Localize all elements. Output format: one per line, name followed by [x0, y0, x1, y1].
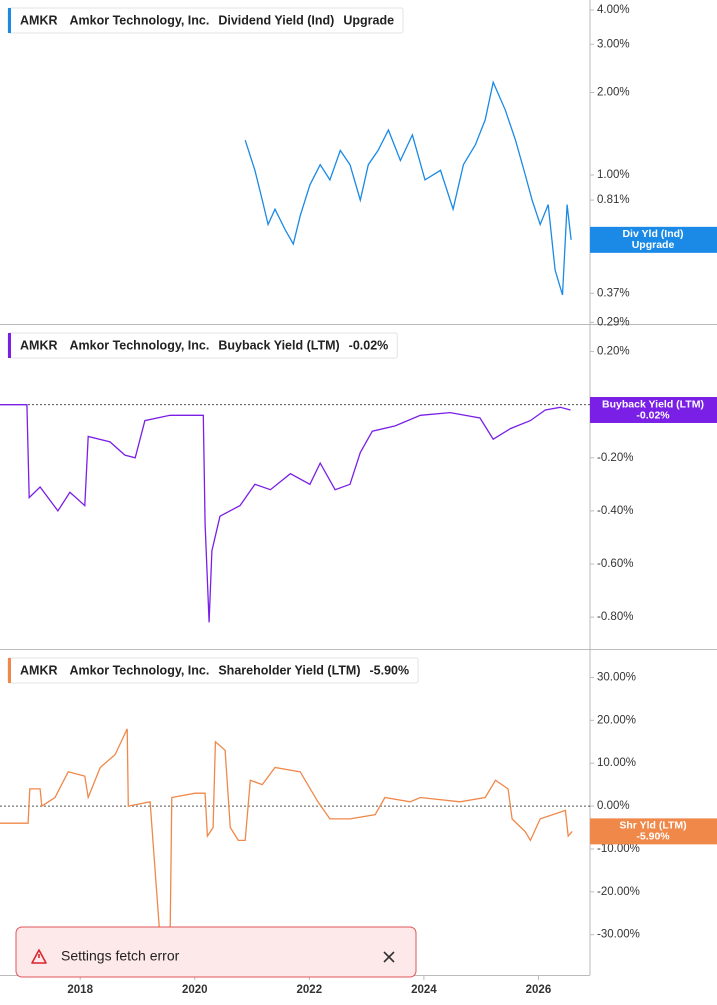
series-line: [0, 404, 571, 623]
y-tick-label: 0.37%: [597, 287, 630, 299]
y-tick-label: 0.20%: [597, 346, 630, 358]
toast: Settings fetch error: [15, 926, 417, 978]
badge-value: Upgrade: [632, 239, 675, 251]
header-metric-value: -5.90%: [370, 663, 410, 677]
plot-layer: 4.00%3.00%2.00%1.00%0.81%0.37%0.29%AMKR A…: [0, 4, 717, 996]
badge-value: -5.90%: [636, 831, 670, 843]
x-tick-label: 2024: [411, 984, 437, 996]
badge-value: -0.02%: [636, 409, 670, 421]
badge-label: Shr Yld (LTM): [619, 820, 686, 832]
header-company: Amkor Technology, Inc.: [70, 338, 210, 352]
y-tick-label: 1.00%: [597, 169, 630, 181]
y-tick-label: -0.20%: [597, 452, 633, 464]
header-company: Amkor Technology, Inc.: [70, 663, 210, 677]
y-tick-label: -0.40%: [597, 505, 633, 517]
y-tick-label: -0.60%: [597, 558, 633, 570]
header-metric-value: -0.02%: [349, 338, 389, 352]
toast-message: Settings fetch error: [61, 948, 180, 964]
header-accent: [8, 658, 11, 683]
panel-header: AMKR Amkor Technology, Inc. Shareholder Yi…: [7, 657, 419, 684]
header-metric: Dividend Yield (Ind): [218, 13, 334, 27]
header-ticker: AMKR: [20, 13, 58, 27]
x-tick-label: 2022: [297, 984, 323, 996]
last-value-badge: [590, 396, 717, 423]
toast-box: [15, 926, 417, 978]
header-metric: Buyback Yield (LTM): [218, 338, 339, 352]
y-tick-label: 2.00%: [597, 87, 630, 99]
series-line: [0, 728, 573, 936]
y-tick-label: 3.00%: [597, 38, 630, 50]
y-tick-label: 0.29%: [597, 316, 630, 328]
last-value-badge: [590, 226, 717, 253]
x-tick-label: 2026: [526, 984, 552, 996]
badge-label: Buyback Yield (LTM): [602, 398, 704, 410]
panel-header: AMKR Amkor Technology, Inc. Dividend Yield…: [7, 7, 404, 34]
badge-label: Div Yld (Ind): [622, 228, 683, 240]
close-button[interactable]: [383, 951, 395, 963]
y-tick-label: 0.81%: [597, 194, 630, 206]
y-tick-label: -10.00%: [597, 843, 640, 855]
y-tick-label: -30.00%: [597, 929, 640, 941]
header-ticker: AMKR: [20, 663, 58, 677]
y-tick-label: 10.00%: [597, 757, 636, 769]
header-ticker: AMKR: [20, 338, 58, 352]
header-company: Amkor Technology, Inc.: [70, 13, 210, 27]
panel-header: AMKR Amkor Technology, Inc. Buyback Yield …: [7, 332, 398, 359]
x-tick-label: 2018: [67, 984, 93, 996]
x-tick-label: 2020: [182, 984, 208, 996]
y-tick-label: 0.00%: [597, 800, 630, 812]
y-tick-label: -20.00%: [597, 886, 640, 898]
series-line: [244, 80, 572, 296]
y-tick-label: 30.00%: [597, 671, 636, 683]
header-metric-value: Upgrade: [343, 13, 394, 27]
header-metric: Shareholder Yield (LTM): [218, 663, 360, 677]
y-tick-label: 4.00%: [597, 4, 630, 16]
header-accent: [8, 8, 11, 33]
warning-icon: [31, 949, 47, 964]
header-accent: [8, 333, 11, 358]
last-value-badge: [590, 818, 717, 845]
y-tick-label: 20.00%: [597, 714, 636, 726]
y-tick-label: -0.80%: [597, 611, 633, 623]
